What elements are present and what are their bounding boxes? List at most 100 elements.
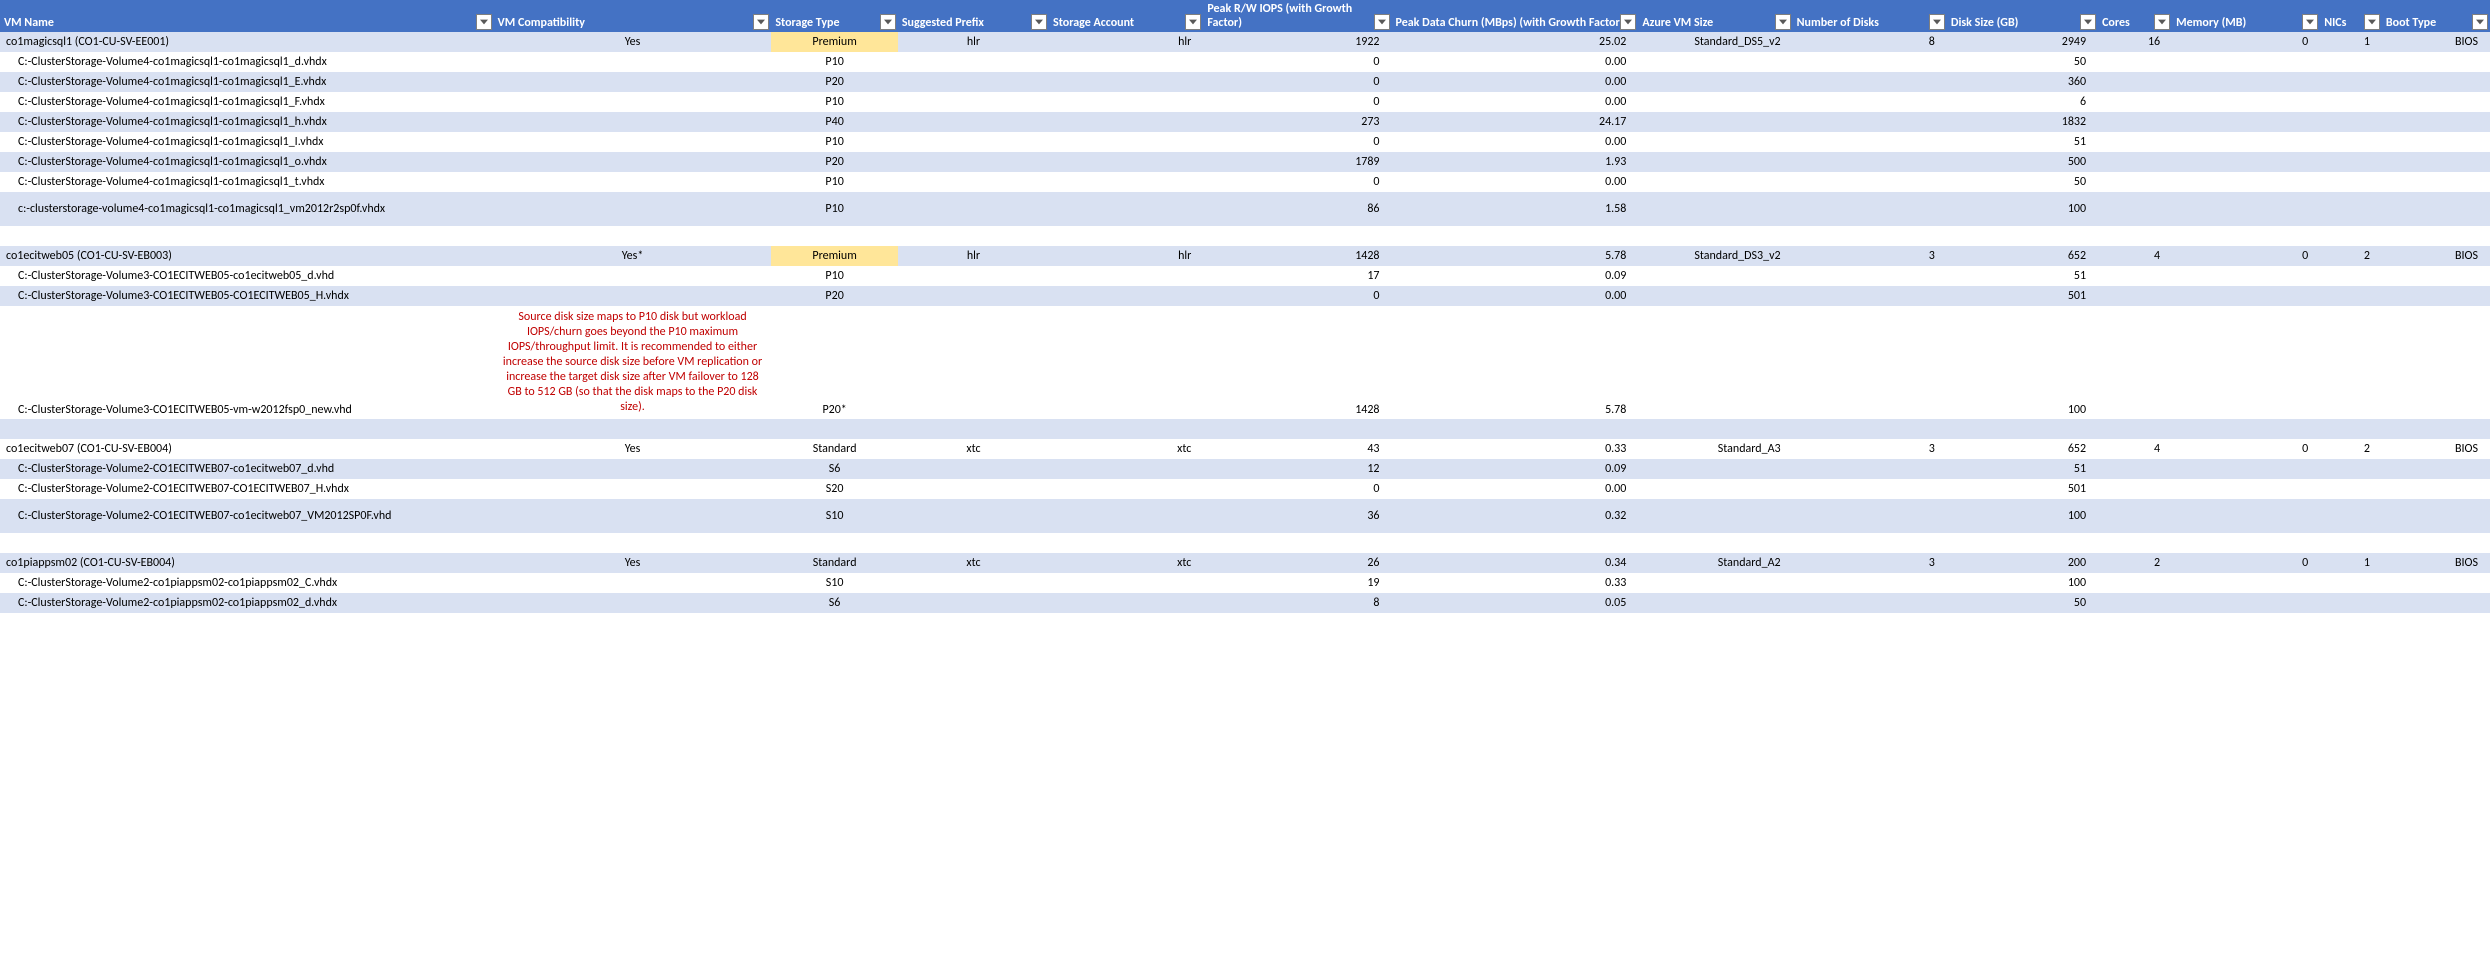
boot-type (2382, 479, 2490, 499)
storage-account: hlr (1049, 246, 1203, 266)
disk-name: C:-ClusterStorage-Volume3-CO1ECITWEB05-c… (0, 266, 494, 286)
filter-dropdown-icon[interactable] (1374, 14, 1390, 30)
filter-dropdown-icon[interactable] (1031, 14, 1047, 30)
empty-cell (1203, 419, 1391, 439)
boot-type (2382, 72, 2490, 92)
empty-cell (1793, 306, 1947, 419)
cores: 4 (2098, 246, 2172, 266)
disk-size: 51 (1947, 266, 2098, 286)
vm-compat (494, 192, 772, 226)
suggested-prefix: xtc (898, 439, 1049, 459)
disk-name: c:-clusterstorage-volume4-co1magicsql1-c… (0, 192, 494, 226)
vm-compat (494, 52, 772, 72)
peak-iops: 19 (1203, 573, 1391, 593)
peak-iops: 0 (1203, 52, 1391, 72)
storage-type: P10 (771, 52, 898, 72)
empty-cell (1793, 533, 1947, 553)
num-disks: 3 (1793, 439, 1947, 459)
filter-dropdown-icon[interactable] (476, 14, 492, 30)
boot-type (2382, 573, 2490, 593)
table-body: co1magicsql1 (CO1-CU-SV-EE001)YesPremium… (0, 32, 2490, 613)
empty-cell (1049, 419, 1203, 439)
empty-cell (1638, 306, 1792, 419)
azure-vm-size (1638, 172, 1792, 192)
col-header-label: Number of Disks (1797, 16, 1879, 30)
suggested-prefix (898, 499, 1049, 533)
vm-sizing-table: VM NameVM CompatibilityStorage TypeSugge… (0, 0, 2490, 613)
filter-dropdown-icon[interactable] (1620, 14, 1636, 30)
suggested-prefix (898, 593, 1049, 613)
empty-cell (2098, 419, 2172, 439)
nics (2320, 172, 2382, 192)
table-row: C:-ClusterStorage-Volume2-CO1ECITWEB07-C… (0, 479, 2490, 499)
peak-churn: 0.00 (1392, 132, 1639, 152)
filter-dropdown-icon[interactable] (2302, 14, 2318, 30)
filter-dropdown-icon[interactable] (2080, 14, 2096, 30)
filter-dropdown-icon[interactable] (1775, 14, 1791, 30)
nics (2320, 479, 2382, 499)
disk-name: C:-ClusterStorage-Volume2-co1piappsm02-c… (0, 573, 494, 593)
col-header-vm_name: VM Name (0, 0, 494, 32)
empty-cell (494, 419, 772, 439)
cores (2098, 132, 2172, 152)
empty-cell (2172, 306, 2320, 419)
memory (2172, 172, 2320, 192)
vm-compat (494, 499, 772, 533)
storage-account: hlr (1049, 32, 1203, 52)
memory (2172, 286, 2320, 306)
peak-iops: 0 (1203, 92, 1391, 112)
cores (2098, 52, 2172, 72)
memory: 0 (2172, 246, 2320, 266)
memory: 0 (2172, 553, 2320, 573)
filter-dropdown-icon[interactable] (2364, 14, 2380, 30)
col-header-label: Boot Type (2386, 16, 2436, 30)
empty-cell (494, 533, 772, 553)
boot-type (2382, 92, 2490, 112)
peak-churn: 0.00 (1392, 172, 1639, 192)
peak-iops: 0 (1203, 479, 1391, 499)
table-row: co1ecitweb05 (CO1-CU-SV-EB003)Yes*Premiu… (0, 246, 2490, 266)
peak-churn: 0.33 (1392, 573, 1639, 593)
col-header-suggested_prefix: Suggested Prefix (898, 0, 1049, 32)
col-header-label: Cores (2102, 16, 2130, 30)
filter-dropdown-icon[interactable] (1185, 14, 1201, 30)
peak-churn: 0.00 (1392, 52, 1639, 72)
disk-name: C:-ClusterStorage-Volume4-co1magicsql1-c… (0, 72, 494, 92)
empty-cell (898, 419, 1049, 439)
filter-dropdown-icon[interactable] (1929, 14, 1945, 30)
vm-compat (494, 112, 772, 132)
storage-type: P40 (771, 112, 898, 132)
disk-size: 501 (1947, 286, 2098, 306)
filter-dropdown-icon[interactable] (753, 14, 769, 30)
empty-cell (2320, 419, 2382, 439)
suggested-prefix: xtc (898, 553, 1049, 573)
empty-cell (0, 419, 494, 439)
filter-dropdown-icon[interactable] (2154, 14, 2170, 30)
empty-cell (1947, 226, 2098, 246)
peak-iops: 1428 (1203, 306, 1391, 419)
disk-size: 652 (1947, 439, 2098, 459)
table-row: co1piappsm02 (CO1-CU-SV-EB004)YesStandar… (0, 553, 2490, 573)
peak-churn: 0.32 (1392, 499, 1639, 533)
col-header-label: Peak R/W IOPS (with Growth Factor) (1207, 2, 1387, 30)
suggested-prefix (898, 152, 1049, 172)
boot-type (2382, 172, 2490, 192)
empty-cell (0, 226, 494, 246)
nics (2320, 286, 2382, 306)
storage-type: S6 (771, 459, 898, 479)
memory (2172, 499, 2320, 533)
empty-cell (2098, 226, 2172, 246)
suggested-prefix (898, 573, 1049, 593)
disk-name: C:-ClusterStorage-Volume3-CO1ECITWEB05-v… (0, 306, 494, 419)
boot-type (2382, 266, 2490, 286)
memory (2172, 192, 2320, 226)
peak-churn: 24.17 (1392, 112, 1639, 132)
boot-type: BIOS (2382, 32, 2490, 52)
suggested-prefix (898, 52, 1049, 72)
filter-dropdown-icon[interactable] (880, 14, 896, 30)
empty-cell (771, 533, 898, 553)
vm-compat (494, 72, 772, 92)
filter-dropdown-icon[interactable] (2472, 14, 2488, 30)
disk-size: 100 (1947, 573, 2098, 593)
suggested-prefix (898, 479, 1049, 499)
